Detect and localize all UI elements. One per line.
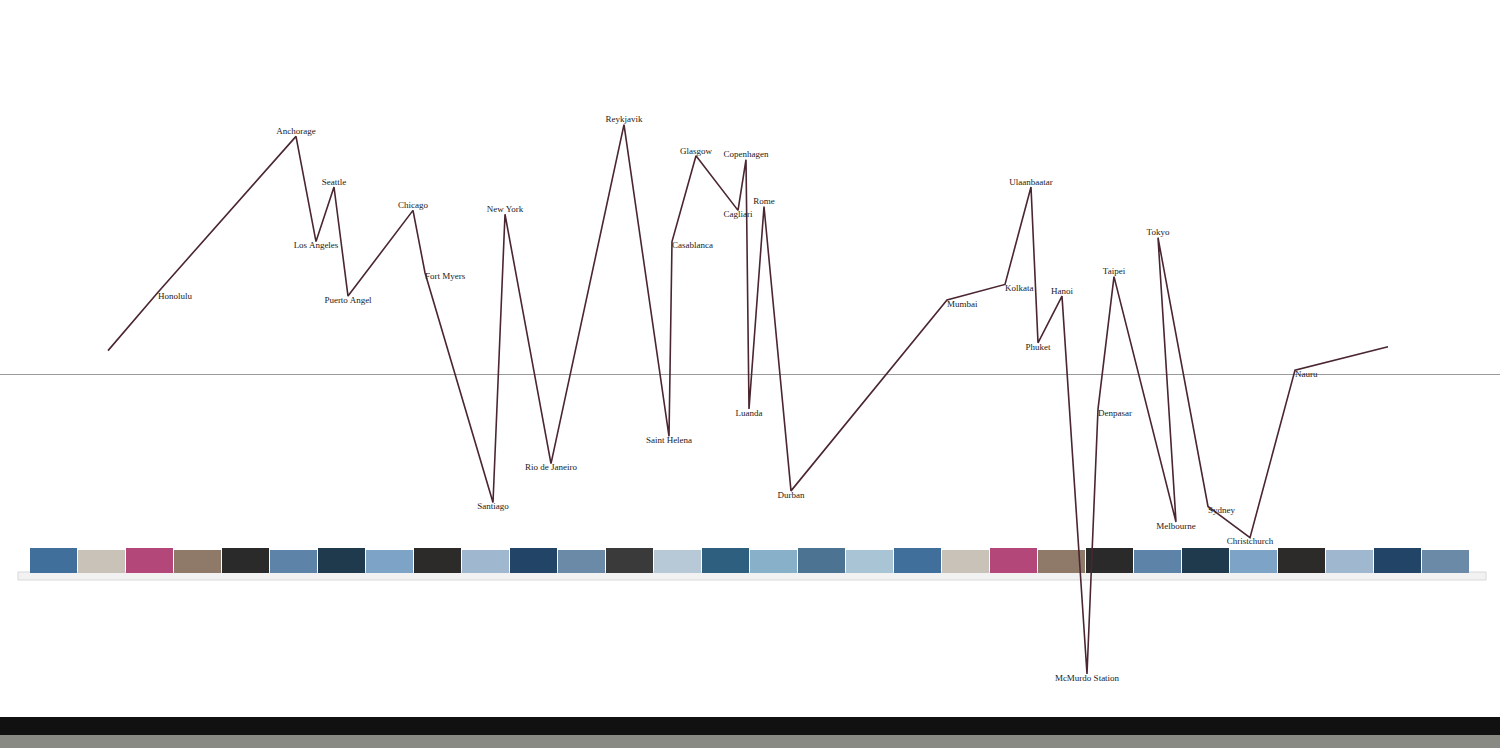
svg-text:Seattle: Seattle <box>322 177 347 187</box>
svg-text:Rome: Rome <box>753 196 775 206</box>
svg-text:Casablanca: Casablanca <box>672 240 713 250</box>
svg-text:Sydney: Sydney <box>1208 505 1236 515</box>
svg-text:Puerto Angel: Puerto Angel <box>324 295 372 305</box>
svg-text:Hanoi: Hanoi <box>1051 286 1073 296</box>
svg-text:Mumbai: Mumbai <box>947 299 978 309</box>
svg-text:Kolkata: Kolkata <box>1005 283 1034 293</box>
svg-text:Christchurch: Christchurch <box>1227 536 1274 546</box>
svg-text:Phuket: Phuket <box>1025 342 1051 352</box>
svg-text:Honolulu: Honolulu <box>158 291 193 301</box>
svg-text:Rio de Janeiro: Rio de Janeiro <box>525 462 577 472</box>
svg-text:Melbourne: Melbourne <box>1156 521 1196 531</box>
svg-text:Reykjavik: Reykjavik <box>606 114 643 124</box>
svg-text:Luanda: Luanda <box>736 408 763 418</box>
svg-text:Cagliari: Cagliari <box>724 209 753 219</box>
svg-text:Copenhagen: Copenhagen <box>724 149 769 159</box>
svg-text:Denpasar: Denpasar <box>1098 408 1132 418</box>
svg-text:Anchorage: Anchorage <box>276 126 315 136</box>
svg-text:Taipei: Taipei <box>1103 266 1126 276</box>
svg-text:Nauru: Nauru <box>1295 369 1318 379</box>
svg-text:Tokyo: Tokyo <box>1147 227 1170 237</box>
svg-text:Ulaanbaatar: Ulaanbaatar <box>1009 177 1052 187</box>
svg-text:Glasgow: Glasgow <box>680 146 712 156</box>
svg-text:McMurdo Station: McMurdo Station <box>1055 673 1120 683</box>
svg-text:Santiago: Santiago <box>477 501 509 511</box>
svg-text:Los Angeles: Los Angeles <box>294 240 339 250</box>
svg-text:Fort Myers: Fort Myers <box>425 271 466 281</box>
svg-text:New York: New York <box>487 204 524 214</box>
svg-text:Saint Helena: Saint Helena <box>646 435 692 445</box>
svg-text:Durban: Durban <box>778 490 805 500</box>
svg-text:Chicago: Chicago <box>398 200 428 210</box>
